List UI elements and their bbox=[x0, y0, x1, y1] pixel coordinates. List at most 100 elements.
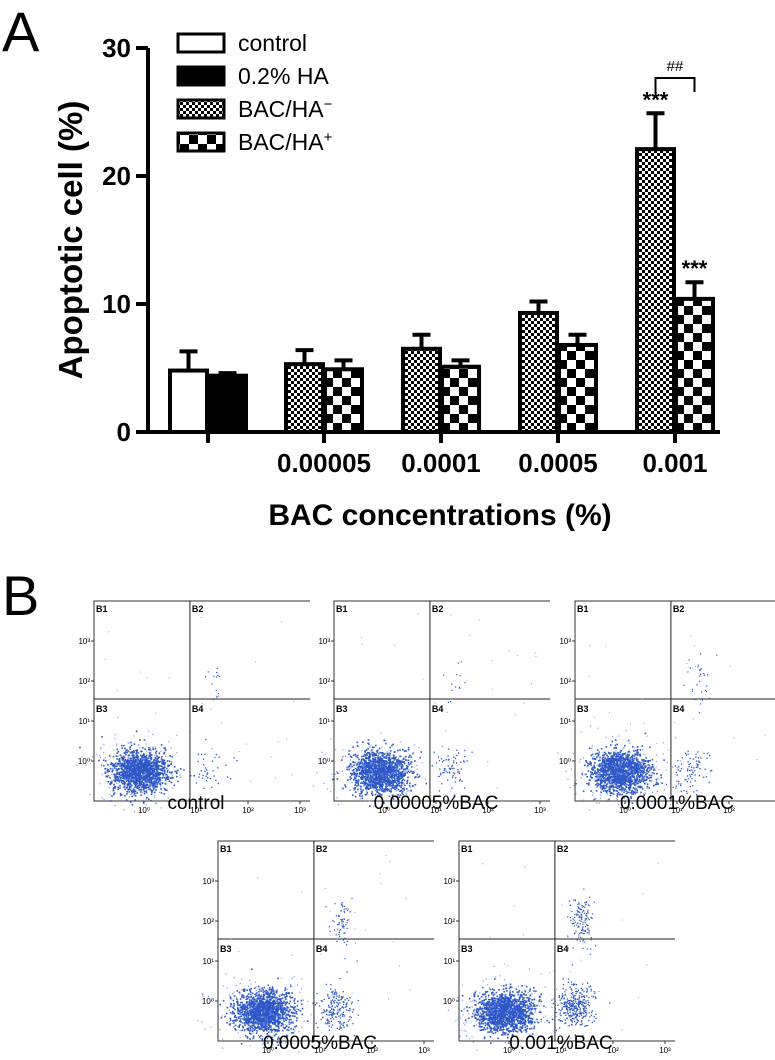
scatter-point bbox=[148, 747, 150, 749]
scatter-point bbox=[454, 757, 457, 760]
scatter-point bbox=[341, 756, 343, 758]
scatter-point bbox=[367, 788, 370, 791]
scatter-point bbox=[397, 772, 400, 774]
scatter-point bbox=[376, 783, 379, 785]
scatter-point bbox=[590, 754, 593, 757]
scatter-point bbox=[377, 764, 380, 766]
scatter-point bbox=[376, 790, 379, 792]
scatter-point bbox=[198, 773, 201, 775]
scatter-point bbox=[399, 749, 401, 751]
scatter-point bbox=[599, 784, 602, 786]
scatter-point bbox=[140, 754, 142, 757]
scatter-point bbox=[120, 794, 122, 796]
scatter-point bbox=[602, 777, 605, 780]
scatter-point bbox=[140, 765, 143, 767]
scatter-point bbox=[412, 784, 414, 787]
scatter-point bbox=[410, 770, 412, 772]
scatter-point bbox=[401, 774, 403, 777]
x-tick-label: 10⁰ bbox=[138, 806, 150, 813]
scatter-point bbox=[463, 787, 466, 789]
scatter-point bbox=[360, 792, 363, 795]
scatter-point bbox=[646, 787, 648, 790]
scatter-point bbox=[371, 779, 374, 781]
scatter-point bbox=[630, 765, 633, 768]
scatter-point bbox=[376, 771, 379, 773]
scatter-point bbox=[100, 747, 102, 750]
quadrant-label: B2 bbox=[432, 604, 444, 614]
scatter-point bbox=[158, 764, 160, 767]
scatter-point bbox=[154, 774, 157, 777]
scatter-point bbox=[147, 756, 150, 758]
scatter-point bbox=[116, 779, 119, 782]
scatter-point bbox=[149, 773, 152, 775]
scatter-point bbox=[392, 766, 395, 768]
scatter-point bbox=[376, 778, 378, 780]
scatter-point bbox=[130, 744, 133, 747]
scatter-point bbox=[388, 784, 390, 786]
scatter-point bbox=[406, 765, 409, 768]
scatter-point bbox=[361, 749, 363, 752]
scatter-point bbox=[382, 801, 384, 803]
scatter-point bbox=[408, 785, 411, 787]
y-tick-label: 10³ bbox=[78, 637, 90, 646]
scatter-point bbox=[623, 753, 626, 755]
scatter-point bbox=[123, 772, 126, 775]
scatter-point bbox=[621, 772, 624, 775]
scatter-point bbox=[601, 788, 604, 791]
scatter-point bbox=[140, 781, 142, 784]
scatter-point bbox=[122, 755, 125, 758]
scatter-point bbox=[151, 784, 153, 786]
scatter-point bbox=[615, 753, 617, 755]
scatter-point bbox=[166, 769, 169, 772]
scatter-point bbox=[628, 762, 631, 764]
scatter-point bbox=[100, 765, 103, 767]
scatter-point bbox=[393, 772, 396, 774]
scatter-point bbox=[620, 778, 623, 780]
scatter-point bbox=[365, 763, 368, 765]
scatter-point bbox=[612, 766, 615, 769]
scatter-point bbox=[625, 730, 627, 732]
scatter-point bbox=[410, 756, 413, 758]
scatter-point bbox=[167, 764, 170, 767]
scatter-point bbox=[370, 745, 372, 747]
scatter-point bbox=[366, 777, 369, 779]
scatter-point bbox=[610, 770, 613, 773]
scatter-point bbox=[590, 776, 592, 779]
scatter-point bbox=[133, 764, 135, 766]
scatter-point bbox=[627, 778, 629, 780]
scatter-point bbox=[134, 783, 137, 786]
x-tick-label: 10² bbox=[242, 806, 254, 813]
scatter-point bbox=[149, 757, 152, 760]
scatter-point bbox=[451, 776, 454, 779]
scatter-point bbox=[367, 776, 370, 778]
scatter-point bbox=[119, 777, 122, 779]
scatter-point bbox=[634, 781, 636, 784]
scatter-point bbox=[137, 756, 139, 758]
scatter-point bbox=[619, 762, 622, 765]
scatter-point bbox=[116, 769, 119, 771]
scatter-point bbox=[596, 756, 598, 758]
scatter-point bbox=[167, 797, 169, 799]
scatter-point bbox=[645, 778, 648, 781]
scatter-point bbox=[347, 766, 349, 768]
scatter-point bbox=[610, 759, 612, 762]
scatter-point bbox=[359, 795, 361, 797]
scatter-point bbox=[394, 781, 397, 783]
scatter-point bbox=[140, 761, 142, 764]
scatter-point bbox=[160, 792, 163, 794]
scatter-point bbox=[380, 783, 382, 786]
scatter-point bbox=[650, 774, 653, 777]
scatter-point bbox=[136, 754, 139, 756]
scatter-point bbox=[213, 675, 215, 677]
scatter-point bbox=[119, 765, 121, 767]
scatter-point bbox=[367, 767, 370, 770]
scatter-point bbox=[107, 780, 110, 783]
scatter-point bbox=[391, 773, 393, 775]
scatter-point bbox=[597, 754, 600, 757]
scatter-point bbox=[134, 777, 136, 780]
scatter-point bbox=[598, 776, 600, 778]
panel-b-letter: B bbox=[2, 564, 40, 627]
scatter-point bbox=[397, 759, 400, 761]
scatter-point bbox=[609, 768, 612, 770]
scatter-point bbox=[371, 794, 374, 796]
